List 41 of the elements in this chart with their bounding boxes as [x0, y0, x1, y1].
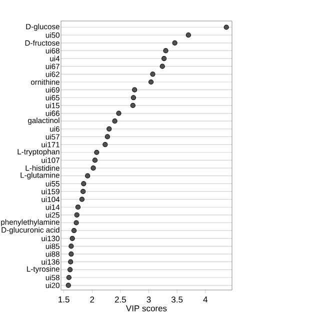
point [160, 64, 165, 69]
x-tick-label: 1.5 [58, 296, 70, 302]
point [116, 110, 122, 116]
point [66, 282, 71, 288]
point [66, 274, 72, 280]
point [68, 244, 74, 249]
point [68, 267, 73, 272]
point [130, 95, 136, 100]
point [186, 32, 191, 38]
x-tick-label: 2 [90, 296, 94, 302]
point [94, 150, 100, 155]
point [162, 56, 167, 62]
point [148, 79, 154, 85]
point [68, 251, 74, 257]
point [102, 142, 108, 148]
x-axis-title: VIP scores [126, 305, 167, 312]
point [150, 72, 156, 77]
point [75, 204, 81, 210]
point [68, 259, 74, 264]
point [172, 40, 178, 46]
x-tick-label: 4 [203, 296, 208, 302]
point [80, 188, 86, 194]
point [163, 48, 168, 54]
point [71, 228, 77, 234]
point [112, 118, 118, 124]
point [106, 126, 112, 132]
point [92, 158, 98, 163]
x-tick-label: 3.5 [172, 296, 183, 303]
x-tick-label: 2.5 [114, 296, 126, 303]
point [74, 220, 79, 226]
point [90, 165, 96, 171]
x-tick-label: 3 [146, 296, 151, 303]
point [81, 181, 86, 186]
point [74, 212, 80, 218]
point [104, 134, 110, 140]
point [79, 196, 85, 202]
point [224, 24, 229, 30]
point [130, 102, 136, 108]
point [132, 87, 138, 92]
point [85, 173, 90, 178]
point [70, 236, 75, 241]
